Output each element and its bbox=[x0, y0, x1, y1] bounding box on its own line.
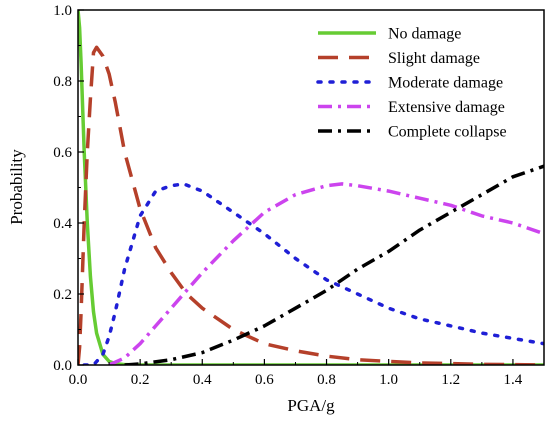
legend-label-extensive-damage: Extensive damage bbox=[388, 99, 505, 116]
series-line-extensive-damage bbox=[108, 182, 544, 365]
y-axis-ticks: 0.0 0.2 0.4 0.6 0.8 1.0 bbox=[53, 3, 84, 374]
legend: No damage Slight damage Moderate damage Ext… bbox=[316, 26, 507, 141]
y-tick-label: 0.6 bbox=[53, 145, 72, 161]
series-line-slight-damage bbox=[78, 45, 544, 365]
series-line-complete-collapse bbox=[124, 164, 544, 365]
x-tick-label: 0.0 bbox=[69, 372, 88, 388]
x-tick-label: 0.6 bbox=[255, 372, 274, 388]
x-tick-label: 1.2 bbox=[441, 372, 460, 388]
legend-label-slight-damage: Slight damage bbox=[388, 50, 480, 67]
x-tick-label: 0.8 bbox=[317, 372, 336, 388]
series-line-moderate-damage bbox=[82, 182, 544, 365]
legend-label-no-damage: No damage bbox=[388, 26, 461, 43]
x-tick-label: 1.4 bbox=[504, 372, 523, 388]
x-tick-label: 1.0 bbox=[379, 372, 398, 388]
y-axis-title: Probability bbox=[7, 149, 26, 225]
x-tick-label: 0.4 bbox=[193, 372, 212, 388]
y-tick-label: 0.0 bbox=[53, 358, 72, 374]
y-tick-label: 1.0 bbox=[53, 3, 72, 19]
y-tick-label: 0.8 bbox=[53, 74, 72, 90]
y-tick-label: 0.2 bbox=[53, 287, 72, 303]
y-tick-label: 0.4 bbox=[53, 216, 72, 232]
legend-label-moderate-damage: Moderate damage bbox=[388, 75, 503, 92]
series-layer bbox=[78, 10, 544, 365]
x-axis-ticks: 0.0 0.2 0.4 0.6 0.8 1.0 1.2 1.4 bbox=[69, 359, 545, 388]
x-axis-title: PGA/g bbox=[287, 396, 335, 415]
x-tick-label: 0.2 bbox=[131, 372, 150, 388]
legend-label-complete-collapse: Complete collapse bbox=[388, 124, 507, 141]
